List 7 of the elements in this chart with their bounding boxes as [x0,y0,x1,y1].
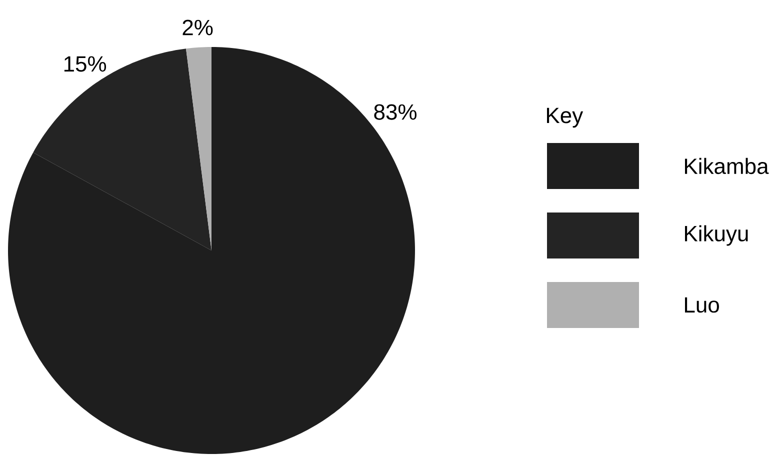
legend-label: Kikuyu [685,225,748,246]
legend-label: Luo [685,297,719,313]
legend-label: Kikamba [685,158,769,174]
legend-title: Key [547,108,584,128]
data-label: 15% [64,56,106,72]
data-label: 83% [374,104,416,120]
data-label: 2% [182,20,213,36]
